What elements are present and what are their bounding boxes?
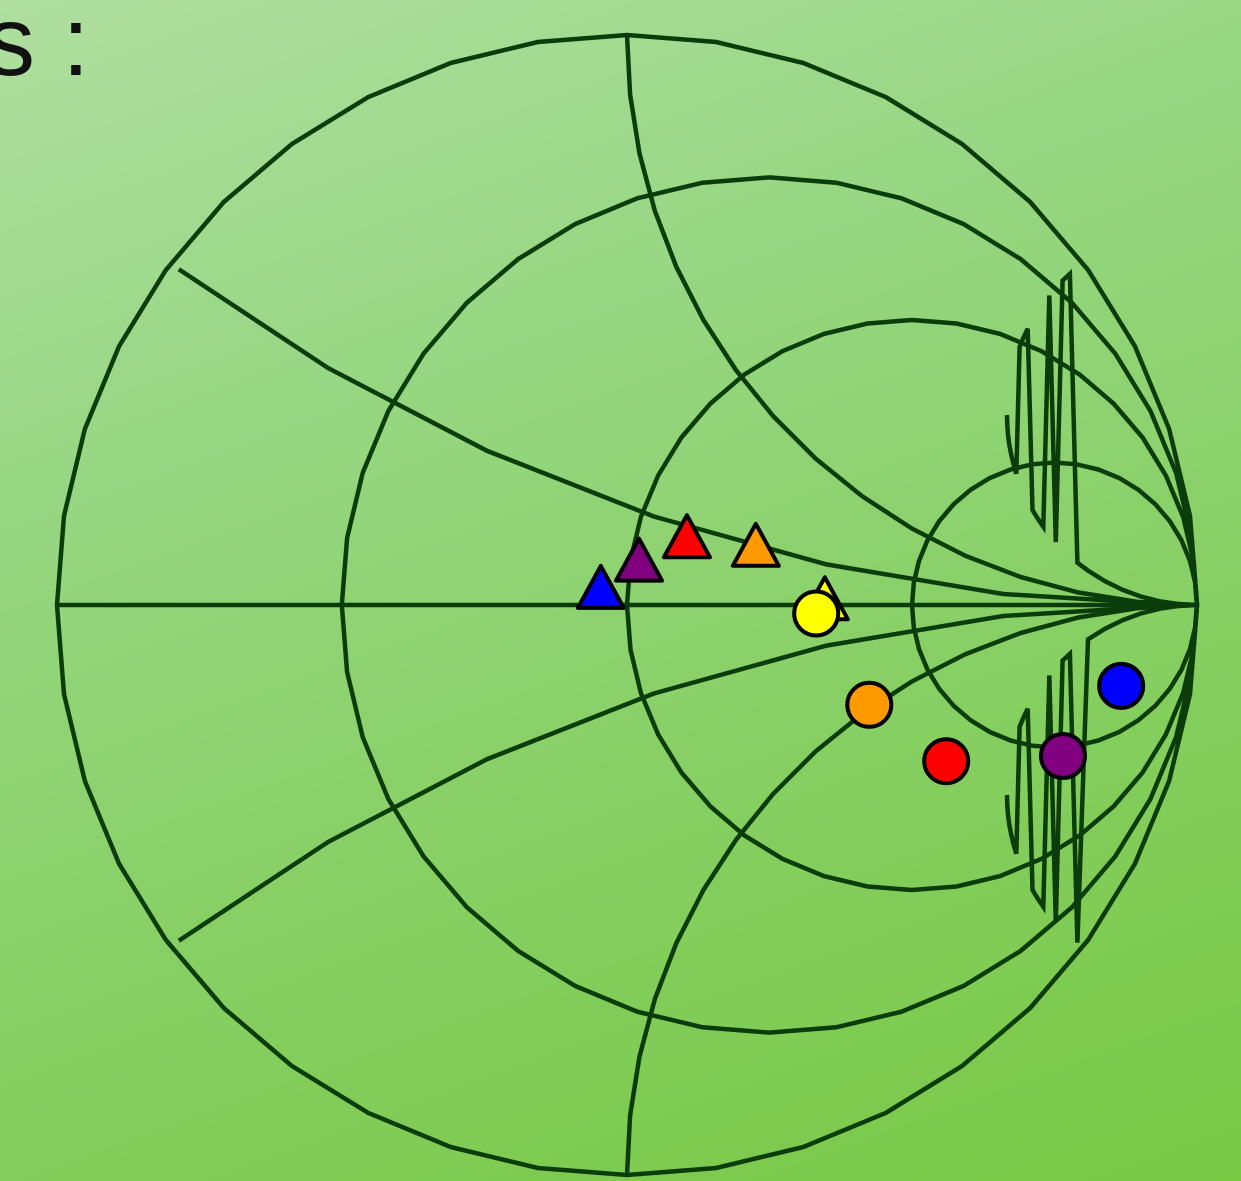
red-circle-marker [922, 737, 971, 786]
red-triangle-marker [661, 513, 712, 560]
blue-triangle-marker [575, 563, 626, 610]
purple-circle-marker [1039, 732, 1087, 780]
orange-circle-marker [845, 680, 894, 729]
orange-triangle-marker [730, 521, 781, 568]
reactance-arc [624, 34, 1198, 608]
purple-triangle-marker [614, 536, 664, 583]
reactance-arc [1004, 268, 1198, 608]
smith-chart-grid [54, 32, 1200, 1178]
reactance-arc [1004, 602, 1198, 943]
reactance-arc [624, 602, 1198, 1176]
blue-circle-marker [1097, 661, 1146, 710]
yellow-circle-marker [792, 589, 841, 638]
smith-chart-markers [575, 513, 1146, 786]
slide-heading: s : [0, 0, 90, 96]
